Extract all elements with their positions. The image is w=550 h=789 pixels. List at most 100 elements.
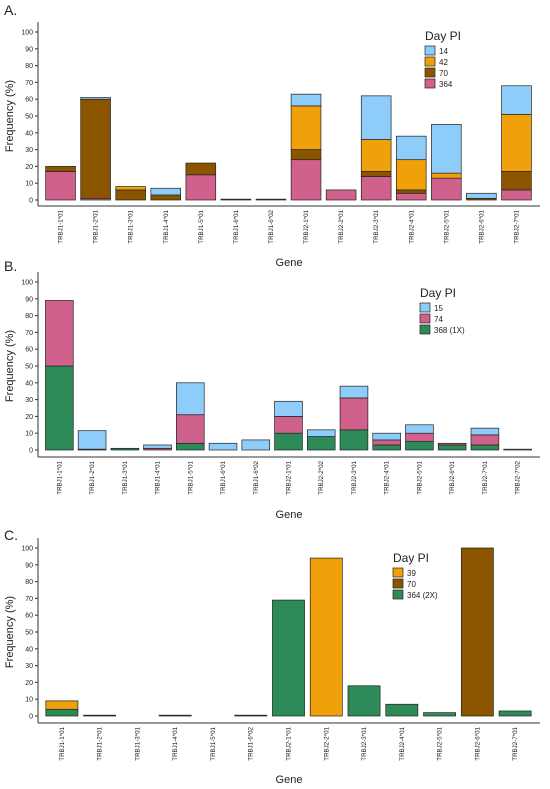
legend-label: 15 bbox=[434, 304, 443, 313]
x-tick-label: TRBJ2-5*01 bbox=[443, 209, 450, 243]
x-tick-label: TRBJ2-6*01 bbox=[449, 460, 456, 494]
x-tick-label: TRBJ2-6*01 bbox=[478, 209, 485, 243]
x-tick-label: TRBJ1-1*01 bbox=[58, 209, 65, 243]
y-tick-label: 50 bbox=[25, 364, 33, 371]
bar-segment bbox=[360, 171, 392, 177]
legend-label: 42 bbox=[439, 58, 448, 67]
bar-segment bbox=[385, 703, 419, 717]
legend-label: 74 bbox=[434, 315, 443, 324]
bar-segment bbox=[395, 135, 427, 161]
bar-segment bbox=[309, 557, 343, 717]
bar-segment bbox=[372, 444, 401, 451]
y-tick-label: 0 bbox=[29, 714, 33, 721]
x-tick-label: TRBJ2-2*01 bbox=[323, 726, 330, 760]
bar-segment bbox=[306, 436, 336, 451]
legend-swatch bbox=[424, 78, 436, 89]
x-tick-label: TRBJ2-1*01 bbox=[286, 460, 293, 494]
bar-segment bbox=[306, 429, 336, 437]
bar-segment bbox=[498, 710, 532, 717]
y-tick-label: 10 bbox=[25, 697, 33, 704]
x-tick-label: TRBJ2-5*01 bbox=[437, 726, 444, 760]
y-tick-label: 70 bbox=[25, 330, 33, 337]
y-tick-label: 0 bbox=[29, 198, 33, 205]
x-tick-label: TRBJ1-6*02 bbox=[268, 209, 275, 243]
y-tick-label: 10 bbox=[25, 181, 33, 188]
bar-segment bbox=[150, 187, 182, 196]
legend-label: 39 bbox=[407, 569, 416, 578]
bar-segment bbox=[470, 444, 500, 451]
legend-label: 368 (1X) bbox=[434, 326, 465, 335]
bar-segment bbox=[339, 429, 369, 451]
bar-segment bbox=[150, 194, 182, 201]
panel-label: C. bbox=[4, 527, 18, 543]
bar-segment bbox=[347, 685, 381, 717]
x-tick-label: TRBJ1-2*01 bbox=[93, 209, 100, 243]
y-tick-label: 30 bbox=[25, 147, 33, 154]
panel-label: B. bbox=[4, 258, 17, 274]
bar-segment bbox=[45, 171, 76, 201]
legend-label: 70 bbox=[439, 69, 448, 78]
x-tick-label: TRBJ1-1*01 bbox=[56, 460, 63, 494]
legend-label: 364 bbox=[439, 80, 453, 89]
x-tick-label: TRBJ2-6*01 bbox=[474, 726, 481, 760]
bar-segment bbox=[274, 432, 303, 451]
bar-segment bbox=[115, 189, 146, 201]
legend-swatch bbox=[419, 302, 431, 313]
x-tick-label: TRBJ1-6*02 bbox=[253, 460, 260, 494]
x-tick-label: TRBJ1-4*01 bbox=[172, 726, 179, 760]
y-tick-label: 80 bbox=[25, 63, 33, 70]
x-tick-label: TRBJ1-6*01 bbox=[220, 460, 227, 494]
x-tick-label: TRBJ2-2*02 bbox=[318, 460, 325, 494]
y-tick-label: 0 bbox=[29, 448, 33, 455]
bar-segment bbox=[45, 700, 79, 710]
bar-segment bbox=[501, 171, 532, 191]
bar-segment bbox=[80, 98, 111, 199]
bar-segment bbox=[460, 547, 494, 717]
bar-segment bbox=[395, 189, 427, 194]
y-tick-label: 80 bbox=[25, 579, 33, 586]
bar-segment bbox=[501, 113, 532, 172]
bar-segment bbox=[158, 714, 192, 717]
bar-segment bbox=[77, 430, 107, 450]
bar-segment bbox=[45, 365, 74, 451]
x-tick-label: TRBJ2-7*01 bbox=[482, 460, 489, 494]
x-tick-label: TRBJ1-3*01 bbox=[122, 460, 129, 494]
bar-segment bbox=[431, 177, 462, 201]
y-tick-label: 20 bbox=[25, 680, 33, 687]
x-tick-label: TRBJ2-1*01 bbox=[286, 726, 293, 760]
x-tick-label: TRBJ2-4*01 bbox=[384, 460, 391, 494]
x-axis-title: Gene bbox=[276, 774, 303, 786]
x-tick-label: TRBJ1-4*01 bbox=[155, 460, 162, 494]
bar-segment bbox=[470, 427, 500, 436]
bar-segment bbox=[185, 174, 217, 201]
legend-swatch bbox=[392, 567, 404, 578]
y-tick-label: 40 bbox=[25, 130, 33, 137]
x-tick-label: TRBJ2-3*01 bbox=[351, 460, 358, 494]
y-tick-label: 60 bbox=[25, 97, 33, 104]
bar-segment bbox=[176, 382, 205, 416]
legend-swatch bbox=[392, 578, 404, 589]
x-tick-label: TRBJ1-5*01 bbox=[198, 209, 205, 243]
bar-segment bbox=[274, 416, 303, 434]
bar-segment bbox=[501, 189, 532, 201]
y-tick-label: 90 bbox=[25, 296, 33, 303]
bar-segment bbox=[234, 714, 268, 717]
x-tick-label: TRBJ1-4*01 bbox=[163, 209, 170, 243]
y-tick-label: 50 bbox=[25, 630, 33, 637]
chart-panel-1: A. 0 10 20 30 40 50 60 70 80 90 100 Frequency (%) TRB… bbox=[4, 2, 540, 269]
y-tick-label: 40 bbox=[25, 380, 33, 387]
y-tick-label: 60 bbox=[25, 347, 33, 354]
x-tick-label: TRBJ2-1*01 bbox=[303, 209, 310, 243]
bar-segment bbox=[115, 186, 146, 191]
bar-segment bbox=[143, 444, 172, 449]
bar-segment bbox=[501, 85, 532, 115]
x-tick-label: TRBJ2-7*01 bbox=[512, 726, 519, 760]
bar-segment bbox=[405, 441, 434, 451]
bar-segment bbox=[220, 198, 252, 201]
bar-segment bbox=[437, 444, 467, 451]
x-tick-label: TRBJ2-3*01 bbox=[373, 209, 380, 243]
x-tick-label: TRBJ1-1*01 bbox=[59, 726, 66, 760]
bar-segment bbox=[80, 97, 111, 100]
legend-swatch bbox=[424, 67, 436, 78]
